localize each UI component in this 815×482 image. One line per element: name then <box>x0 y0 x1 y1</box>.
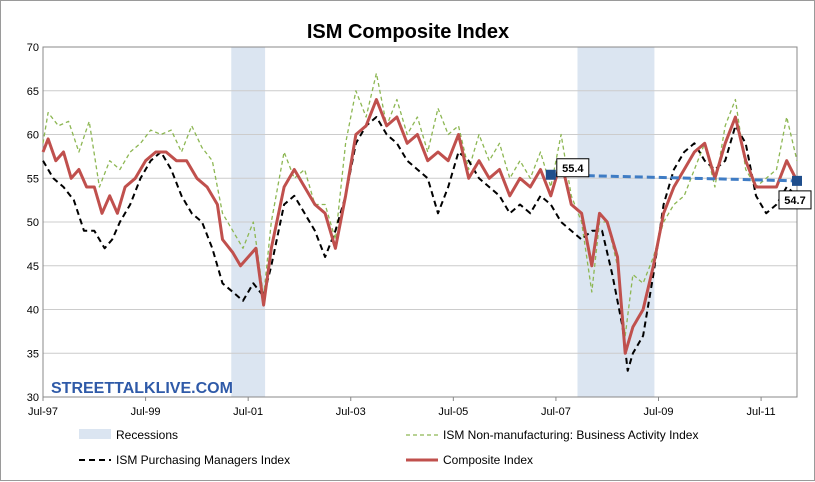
legend: Recessions ISM Non-manufacturing: Busines… <box>79 428 698 467</box>
y-tick-label: 65 <box>27 86 39 98</box>
plot-area-border <box>42 46 798 398</box>
callout-end-box <box>778 190 812 210</box>
legend-swatch-recessions <box>79 429 111 439</box>
y-axis-ticks: 30 35 40 45 50 55 60 65 70 <box>27 42 39 404</box>
legend-label-series-2: ISM Purchasing Managers Index <box>116 453 290 467</box>
x-tick-label: Jul-03 <box>336 406 366 418</box>
legend-label-recessions: Recessions <box>116 428 178 442</box>
x-tick-label: Jul-97 <box>28 406 58 418</box>
y-tick-label: 70 <box>27 42 39 54</box>
y-tick-label: 60 <box>27 130 39 142</box>
trend-end-marker <box>792 175 802 186</box>
series-line-2 <box>42 116 798 372</box>
callout-start-box <box>556 158 590 178</box>
gridlines <box>43 90 797 354</box>
legend-label-series-1: ISM Non-manufacturing: Business Activity… <box>443 428 698 442</box>
callout-start-label: 55.4 <box>562 163 584 175</box>
callout-end-label: 54.7 <box>784 195 805 207</box>
watermark-text: STREETTALKLIVE.COM <box>51 380 233 397</box>
x-tick-label: Jul-11 <box>747 406 776 418</box>
series-line-3 <box>41 98 799 355</box>
y-tick-label: 30 <box>27 392 39 404</box>
y-tick-label: 45 <box>27 261 39 273</box>
y-tick-label: 40 <box>27 305 39 317</box>
x-tick-label: Jul-09 <box>644 406 674 418</box>
x-tick-label: Jul-99 <box>131 406 161 418</box>
trend-dashed-line <box>550 173 798 183</box>
series-lines <box>41 72 799 372</box>
x-axis-ticks: Jul-97 Jul-99 Jul-01 Jul-03 Jul-05 Jul-07 Jul-… <box>28 397 776 418</box>
series-line-1 <box>42 72 798 337</box>
trend-line: 55.4 54.7 <box>545 158 812 210</box>
trend-start-marker <box>545 169 556 180</box>
x-tick-label: Jul-05 <box>438 406 468 418</box>
y-tick-label: 35 <box>27 348 39 360</box>
y-tick-label: 55 <box>27 173 39 185</box>
chart-title: ISM Composite Index <box>307 21 509 43</box>
x-tick-label: Jul-01 <box>233 406 263 418</box>
legend-label-series-3: Composite Index <box>443 453 533 467</box>
x-tick-label: Jul-07 <box>541 406 571 418</box>
y-tick-label: 50 <box>27 217 39 229</box>
